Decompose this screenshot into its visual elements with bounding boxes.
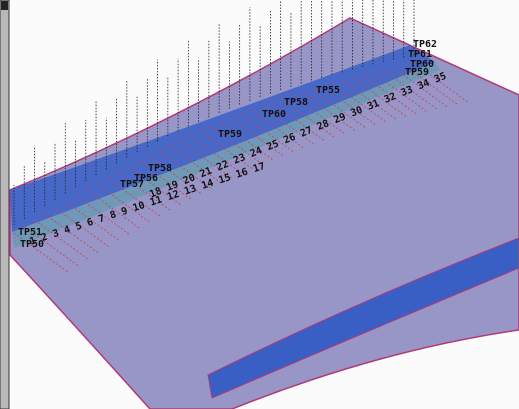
point-label: TP59 xyxy=(218,129,242,140)
panel-icon xyxy=(1,1,8,10)
cad-viewport: TP62TP61TP60TP59TP55TP58TP60TP59TP58TP57… xyxy=(0,0,519,409)
point-label: TP58 xyxy=(284,97,308,108)
point-label: TP60 xyxy=(262,109,286,120)
point-label: TP55 xyxy=(316,85,340,96)
side-panel xyxy=(0,0,9,409)
point-label: TP59 xyxy=(405,67,429,78)
point-label: TP56 xyxy=(134,173,158,184)
